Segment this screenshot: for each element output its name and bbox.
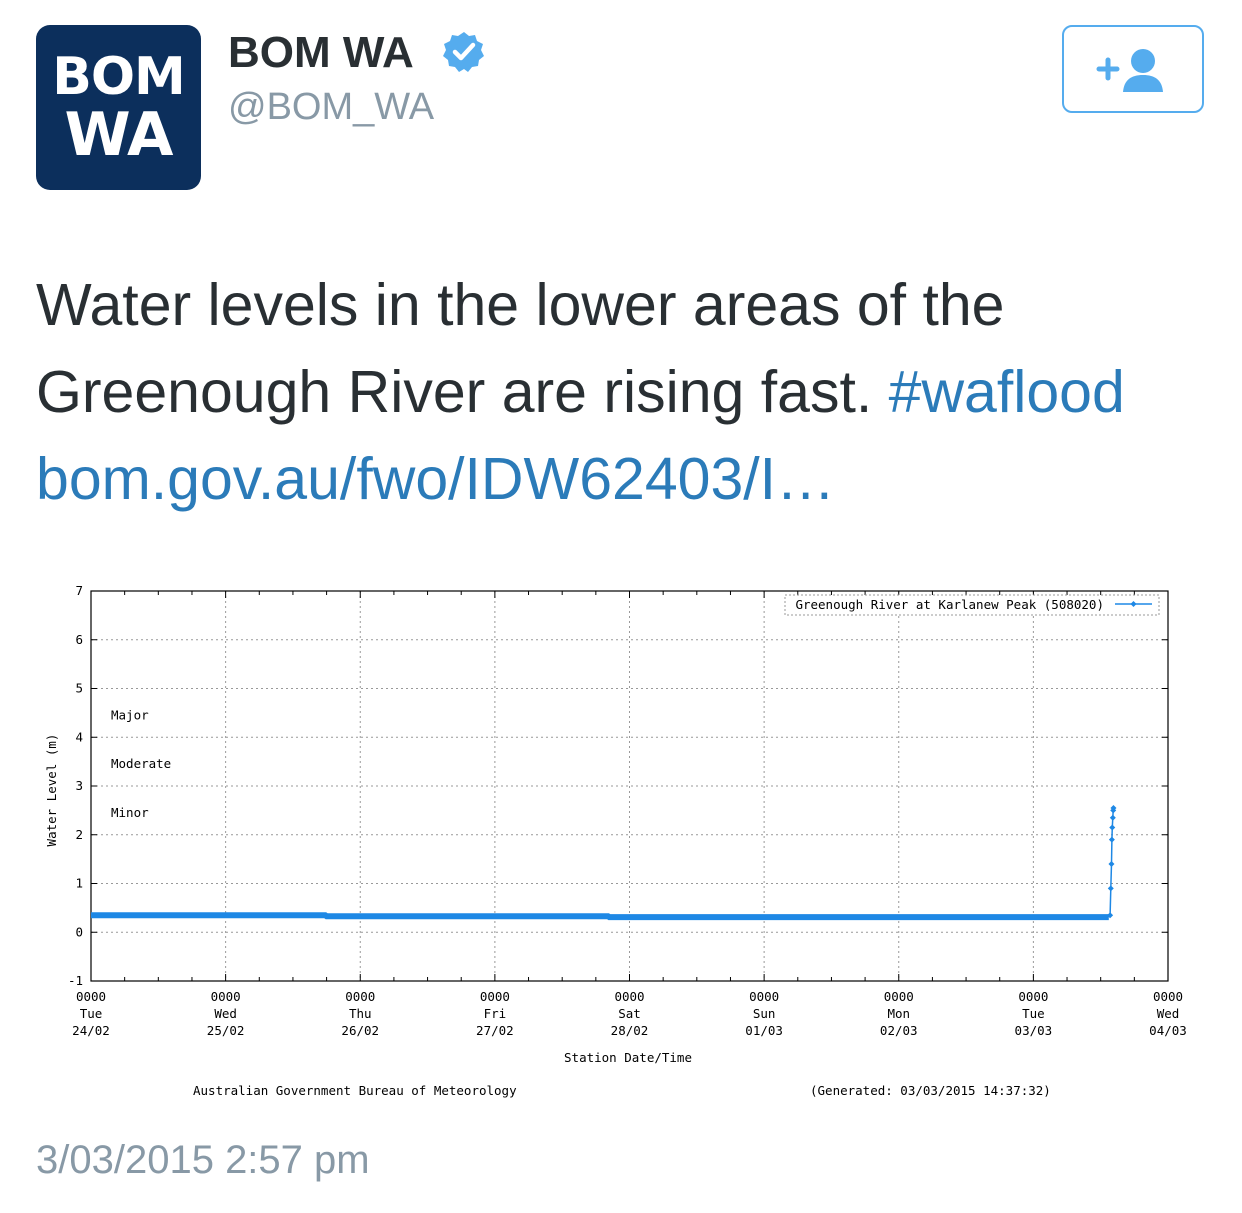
threshold-label-moderate: Moderate [111, 756, 171, 771]
x-tick-label: 0000 Sun 01/03 [745, 989, 783, 1038]
x-tick-label: 0000 Sat 28/02 [611, 989, 649, 1038]
x-tick-date: 26/02 [341, 1023, 379, 1038]
series-point [1107, 885, 1114, 892]
x-axis-label: Station Date/Time [564, 1050, 692, 1065]
y-tick-label: 7 [75, 583, 83, 598]
y-tick-label: -1 [68, 973, 83, 988]
x-tick-time: 0000 [345, 989, 375, 1004]
y-tick-label: 0 [75, 924, 83, 939]
series-point [1107, 912, 1114, 919]
y-tick-label: 6 [75, 632, 83, 647]
y-tick-label: 5 [75, 681, 83, 696]
y-tick-label: 4 [75, 729, 83, 744]
tweet-body: Water levels in the lower areas of the G… [36, 272, 1005, 425]
y-tick-label: 2 [75, 827, 83, 842]
add-user-icon [1096, 49, 1163, 92]
legend-label: Greenough River at Karlanew Peak (508020… [795, 597, 1104, 612]
avatar-text-line2: WA [64, 99, 174, 170]
x-tick-day: Sun [753, 1006, 776, 1021]
x-tick-time: 0000 [1153, 989, 1183, 1004]
x-tick-label: 0000 Mon 02/03 [880, 989, 918, 1038]
x-tick-label: 0000 Tue 24/02 [72, 989, 110, 1038]
series-point [1109, 814, 1116, 821]
x-tick-time: 0000 [211, 989, 241, 1004]
x-tick-day: Wed [1157, 1006, 1180, 1021]
threshold-label-minor: Minor [111, 805, 149, 820]
tweet-timestamp[interactable]: 3/03/2015 2:57 pm [36, 1138, 370, 1182]
x-tick-time: 0000 [76, 989, 106, 1004]
avatar-text-line1: BOM [52, 46, 186, 107]
account-handle[interactable]: @BOM_WA [228, 86, 435, 128]
follow-button[interactable] [1062, 25, 1204, 113]
profile-avatar[interactable]: BOM WA [36, 25, 201, 190]
url-link[interactable]: bom.gov.au/fwo/IDW62403/I… [36, 446, 836, 512]
x-tick-day: Sat [618, 1006, 641, 1021]
x-tick-day: Tue [1022, 1006, 1045, 1021]
threshold-label-major: Major [111, 707, 149, 722]
x-tick-day: Mon [887, 1006, 910, 1021]
hashtag-link[interactable]: #waflood [888, 359, 1125, 425]
y-tick-label: 1 [75, 876, 83, 891]
x-tick-date: 24/02 [72, 1023, 110, 1038]
x-tick-label: 0000 Tue 03/03 [1015, 989, 1053, 1038]
x-tick-time: 0000 [480, 989, 510, 1004]
series-point [1109, 824, 1116, 831]
x-tick-date: 04/03 [1149, 1023, 1187, 1038]
y-tick-label: 3 [75, 778, 83, 793]
x-tick-date: 27/02 [476, 1023, 514, 1038]
x-tick-date: 02/03 [880, 1023, 918, 1038]
x-tick-date: 03/03 [1015, 1023, 1053, 1038]
x-tick-day: Fri [484, 1006, 507, 1021]
x-tick-label: 0000 Wed 25/02 [207, 989, 245, 1038]
series-point [1110, 804, 1117, 811]
x-tick-time: 0000 [614, 989, 644, 1004]
x-tick-label: 0000 Fri 27/02 [476, 989, 514, 1038]
series-point [1108, 836, 1115, 843]
x-tick-day: Tue [80, 1006, 103, 1021]
chart-background [40, 578, 1210, 1108]
x-tick-label: 0000 Wed 04/03 [1149, 989, 1187, 1038]
x-tick-day: Wed [214, 1006, 237, 1021]
footer-generated: (Generated: 03/03/2015 14:37:32) [810, 1083, 1051, 1098]
series-baseline-line [91, 912, 1109, 921]
footer-source: Australian Government Bureau of Meteorol… [193, 1083, 517, 1098]
x-tick-day: Thu [349, 1006, 372, 1021]
x-tick-date: 01/03 [745, 1023, 783, 1038]
legend-box [784, 594, 1160, 616]
x-tick-time: 0000 [1018, 989, 1048, 1004]
legend-marker [1130, 601, 1137, 607]
x-tick-date: 28/02 [611, 1023, 649, 1038]
x-tick-time: 0000 [749, 989, 779, 1004]
x-tick-time: 0000 [884, 989, 914, 1004]
y-axis-label: Water Level (m) [44, 734, 59, 847]
tweet-text: Water levels in the lower areas of the G… [36, 262, 1226, 523]
verified-badge-icon [443, 32, 484, 72]
x-tick-label: 0000 Thu 26/02 [341, 989, 379, 1038]
x-tick-date: 25/02 [207, 1023, 245, 1038]
series-point [1108, 861, 1115, 867]
account-name[interactable]: BOM WA [228, 28, 414, 77]
